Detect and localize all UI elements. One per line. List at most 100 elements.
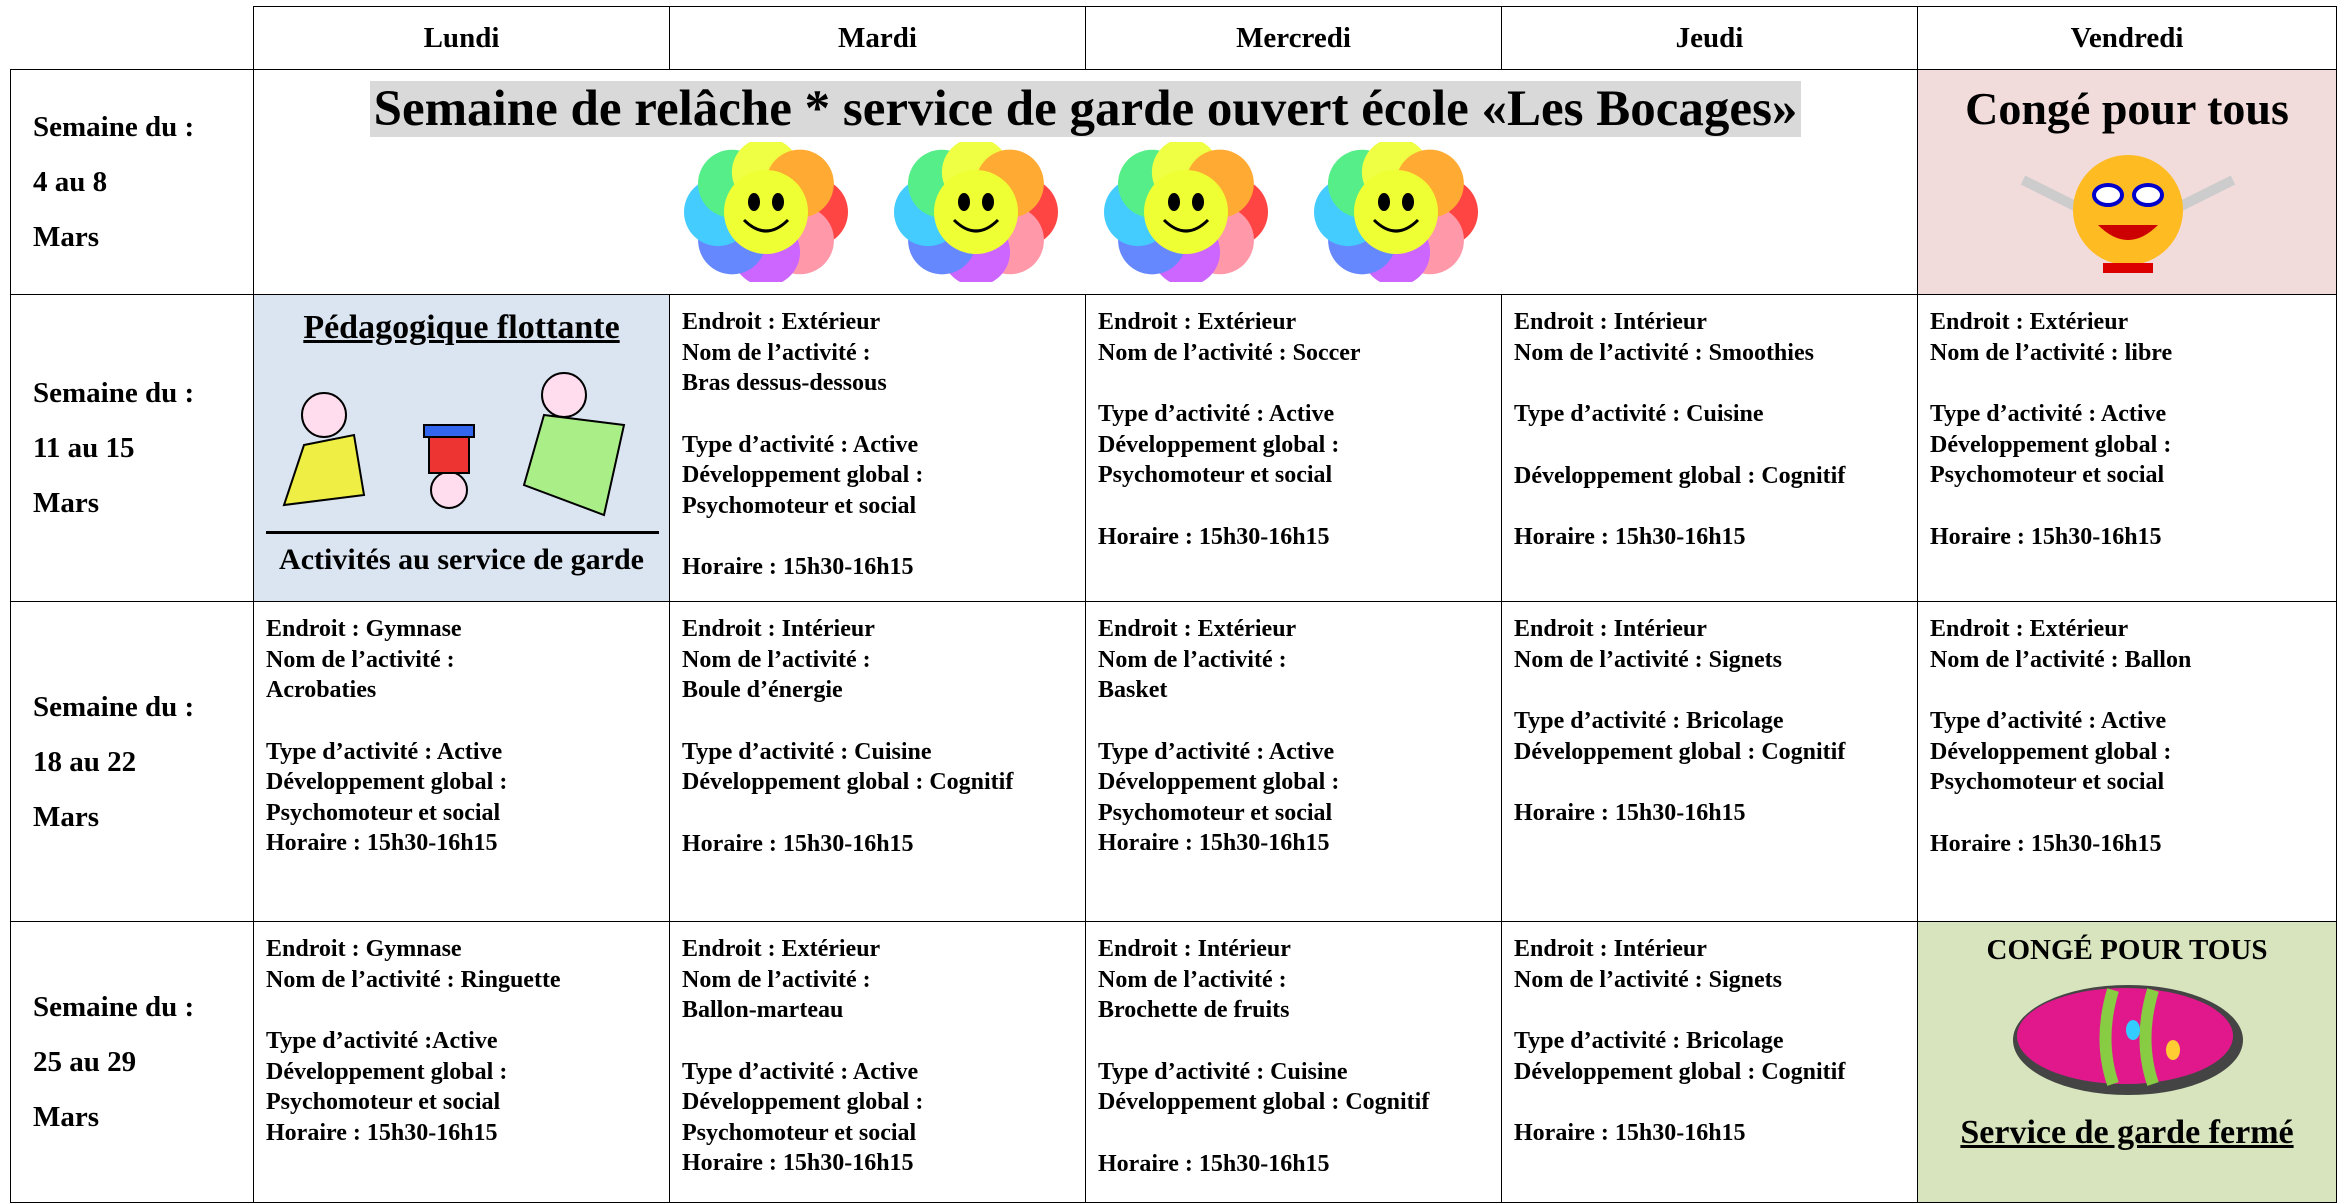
activity-group: Type d’activité : Cuisine — [1514, 399, 1917, 430]
activity-cell: Endroit : Gymnase Nom de l’activité : Acro… — [253, 601, 670, 922]
day-label: Jeudi — [1675, 22, 1744, 54]
week-label-line: 25 au 29 — [33, 1046, 137, 1078]
activity-group: Type d’activité : Active Développement gl… — [1098, 399, 1501, 491]
day-header: Vendredi — [1917, 6, 2337, 70]
activity-line: Basket — [1098, 677, 1168, 703]
activity-group: Développement global : Cognitif — [1514, 461, 1917, 492]
kids-image — [264, 355, 660, 525]
activity-line: Horaire : 15h30-16h15 — [682, 1150, 914, 1176]
activity-line: Développement global : — [1098, 769, 1340, 795]
activity-line: Développement global : — [1930, 738, 2172, 765]
activity-line: Horaire : 15h30-16h15 — [1514, 1120, 1746, 1146]
week-label-line: 4 au 8 — [33, 166, 108, 198]
activity-line: Horaire : 15h30-16h15 — [1514, 524, 1746, 550]
activity-line: Endroit : Gymnase — [266, 936, 462, 962]
activity-line: Endroit : Extérieur — [1098, 309, 1297, 335]
activity-group: Type d’activité :Active Développement glo… — [266, 1026, 669, 1148]
activity-line: Horaire : 15h30-16h15 — [266, 1119, 498, 1146]
activity-group: Type d’activité : Active Développement gl… — [1098, 737, 1501, 859]
activity-text: Endroit : Intérieur Nom de l’activité : S… — [1502, 295, 1917, 553]
activity-line: Psychomoteur et social — [1098, 799, 1333, 826]
activity-line: Horaire : 15h30-16h15 — [266, 830, 498, 856]
activity-text: Endroit : Extérieur Nom de l’activité : Ba… — [670, 922, 1085, 1179]
activity-group: Horaire : 15h30-16h15 — [1514, 798, 1917, 829]
activity-text: Endroit : Extérieur Nom de l’activité : B… — [1918, 602, 2336, 859]
activity-text: Endroit : Extérieur Nom de l’activité : Br… — [670, 295, 1085, 583]
activity-line: Développement global : — [682, 462, 924, 488]
activity-line: Nom de l’activité : Ballon — [1930, 646, 2192, 673]
activity-line: Endroit : Extérieur — [682, 936, 881, 962]
activity-line: Nom de l’activité : — [682, 339, 871, 366]
banner-cell: Semaine de relâche * service de garde ou… — [253, 69, 1918, 295]
activity-line: Nom de l’activité : Ringuette — [266, 966, 561, 993]
activity-line: Brochette de fruits — [1098, 997, 1290, 1023]
pedagogic-rule — [266, 531, 659, 534]
activity-line: Développement global : — [266, 1058, 508, 1085]
activity-line: Endroit : Intérieur — [1098, 936, 1291, 962]
activity-line: Endroit : Intérieur — [1514, 936, 1707, 962]
week-label-cell: Semaine du : 4 au 8 Mars — [10, 69, 254, 295]
activity-line: Endroit : Gymnase — [266, 616, 462, 642]
week-label-cell: Semaine du : 11 au 15 Mars — [10, 294, 254, 602]
activity-group: Endroit : Extérieur Nom de l’activité : B… — [1930, 614, 2336, 675]
activity-line: Nom de l’activité : — [1098, 966, 1287, 993]
day-header: Jeudi — [1501, 6, 1918, 70]
activity-line: Nom de l’activité : Soccer — [1098, 339, 1361, 366]
week-label-cell: Semaine du : 18 au 22 Mars — [10, 601, 254, 922]
activity-group: Endroit : Intérieur Nom de l’activité : S… — [1514, 307, 1917, 368]
activity-cell: Endroit : Intérieur Nom de l’activité : Br… — [1085, 921, 1502, 1203]
activity-group: Horaire : 15h30-16h15 — [682, 552, 1085, 583]
activity-line: Psychomoteur et social — [1930, 769, 2165, 795]
activity-group: Endroit : Extérieur Nom de l’activité : S… — [1098, 307, 1501, 368]
week-label: Semaine du : 11 au 15 Mars — [11, 295, 253, 531]
activity-cell: Endroit : Extérieur Nom de l’activité : S… — [1085, 294, 1502, 602]
activity-line: Développement global : Cognitif — [1514, 462, 1846, 489]
pedagogic-cell: Pédagogique flottante Activités au servic… — [253, 294, 670, 602]
week-label-line: Mars — [33, 487, 100, 519]
day-header: Mardi — [669, 6, 1086, 70]
activity-text: Endroit : Extérieur Nom de l’activité : l… — [1918, 295, 2336, 552]
activity-cell: Endroit : Gymnase Nom de l’activité : Rin… — [253, 921, 670, 1203]
activity-group: Type d’activité : Cuisine Développement g… — [1098, 1057, 1501, 1118]
activity-group: Type d’activité : Bricolage Développement… — [1514, 706, 1917, 767]
week-label: Semaine du : 4 au 8 Mars — [11, 70, 253, 265]
activity-line: Type d’activité : Cuisine — [1514, 401, 1764, 427]
week-label-line: Mars — [33, 1101, 100, 1133]
activity-text: Endroit : Intérieur Nom de l’activité : S… — [1502, 602, 1917, 829]
activity-line: Nom de l’activité : Signets — [1514, 646, 1782, 673]
activity-line: Endroit : Extérieur — [1930, 309, 2129, 335]
activity-line: Développement global : Cognitif — [1514, 1058, 1846, 1085]
week-label: Semaine du : 25 au 29 Mars — [11, 922, 253, 1145]
week-label-line: Mars — [33, 221, 100, 253]
activity-line: Endroit : Extérieur — [1098, 616, 1297, 642]
activity-cell: Endroit : Intérieur Nom de l’activité : Bo… — [669, 601, 1086, 922]
activity-line: Horaire : 15h30-16h15 — [1930, 523, 2162, 550]
activity-line: Horaire : 15h30-16h15 — [682, 830, 914, 857]
activity-group: Type d’activité : Active Développement gl… — [682, 430, 1085, 522]
pedagogic-caption: Activités au service de garde — [279, 543, 644, 576]
day-label: Vendredi — [2070, 22, 2184, 54]
activity-group: Horaire : 15h30-16h15 — [1930, 829, 2336, 860]
activity-group: Horaire : 15h30-16h15 — [1514, 522, 1917, 553]
activity-line: Nom de l’activité : — [266, 646, 455, 673]
activity-line: Horaire : 15h30-16h15 — [1098, 523, 1330, 550]
week-label-line: Semaine du : — [33, 690, 195, 723]
activity-line: Développement global : Cognitif — [1514, 738, 1846, 765]
activity-line: Nom de l’activité : Smoothies — [1514, 339, 1814, 366]
activity-line: Développement global : — [1930, 431, 2172, 458]
easter-egg — [2003, 980, 2253, 1100]
activity-group: Endroit : Extérieur Nom de l’activité : Br… — [682, 307, 1085, 399]
activity-line: Type d’activité : Cuisine — [1098, 1058, 1348, 1085]
activity-line: Horaire : 15h30-16h15 — [1930, 830, 2162, 857]
holiday-cell: Congé pour tous — [1917, 69, 2337, 295]
activity-line: Boule d’énergie — [682, 677, 843, 703]
activity-cell: Endroit : Extérieur Nom de l’activité : B… — [1917, 601, 2337, 922]
activity-line: Développement global : — [682, 1089, 924, 1115]
holiday-title: Congé pour tous — [1965, 83, 2289, 134]
activity-line: Endroit : Intérieur — [682, 616, 875, 642]
activity-line: Développement global : Cognitif — [682, 769, 1014, 795]
activity-group: Type d’activité : Active Développement gl… — [1930, 706, 2336, 798]
smiley-row — [666, 142, 1506, 282]
activity-cell: Endroit : Extérieur Nom de l’activité : l… — [1917, 294, 2337, 602]
activity-cell: Endroit : Extérieur Nom de l’activité : Br… — [669, 294, 1086, 602]
